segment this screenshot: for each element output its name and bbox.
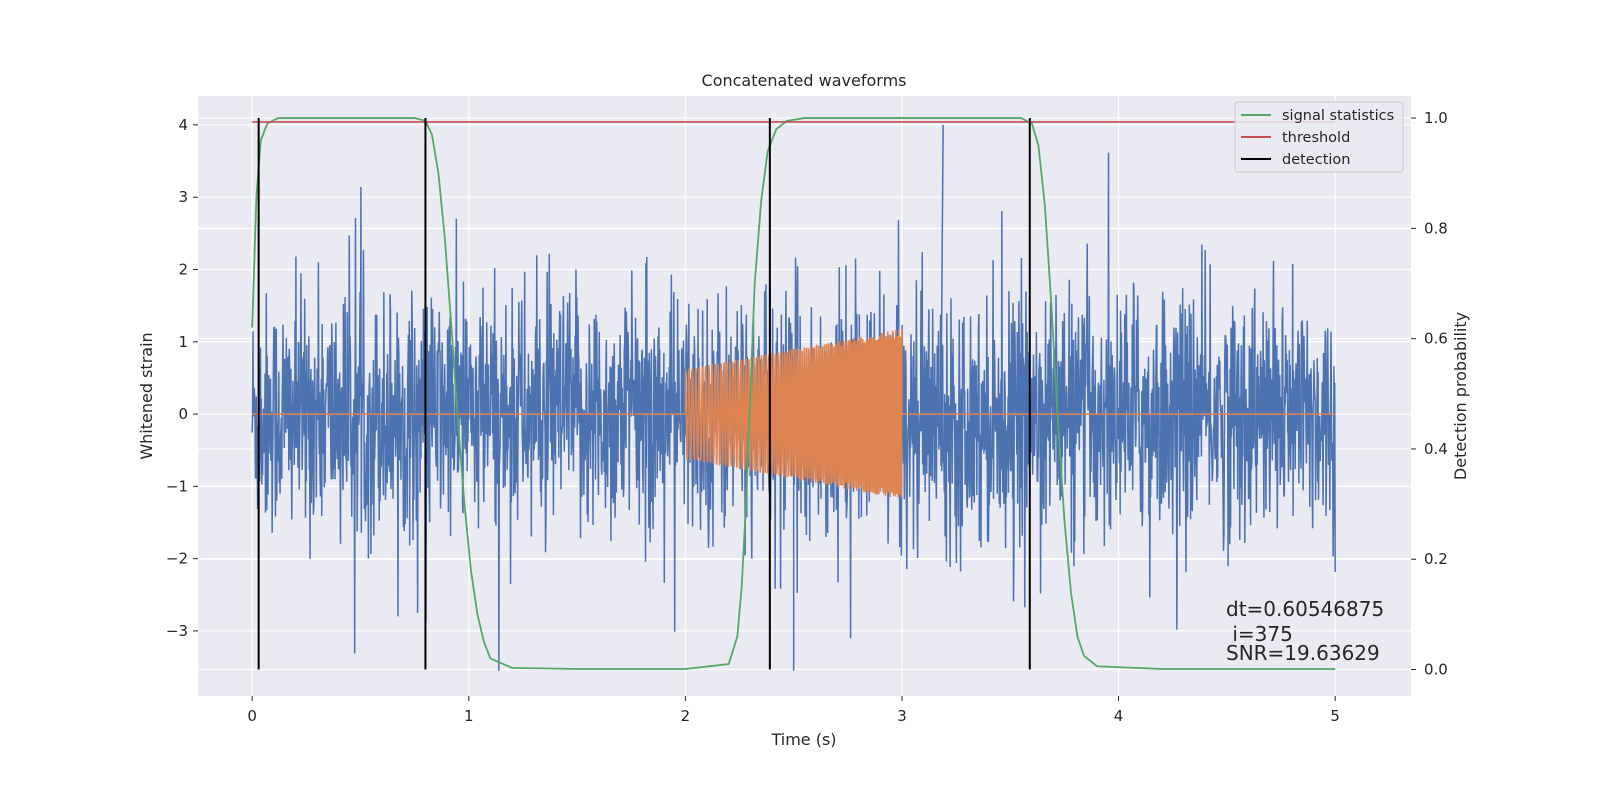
y2-tick-label: 1.0 <box>1424 109 1448 127</box>
legend-label-signal-statistics: signal statistics <box>1282 108 1394 124</box>
y-tick-label: 2 <box>178 260 188 278</box>
y2-tick-label: 0.4 <box>1424 440 1448 458</box>
y-tick-label: 3 <box>178 188 188 206</box>
series-injected-waveform <box>252 328 1336 498</box>
y-tick-label: 0 <box>178 405 188 423</box>
x-tick-label: 4 <box>1114 707 1124 725</box>
y-tick-label: 1 <box>178 333 188 351</box>
y-tick-label: −1 <box>166 477 188 495</box>
y2-tick-label: 0.6 <box>1424 330 1448 348</box>
x-axis-label: Time (s) <box>770 730 836 749</box>
annotation-dt: dt=0.60546875 <box>1226 597 1384 621</box>
legend: signal statistics threshold detection <box>1234 101 1404 173</box>
y2-axis-ticks: 0.0 0.2 0.4 0.6 0.8 1.0 <box>1411 109 1448 679</box>
y-tick-label: −2 <box>166 550 188 568</box>
y2-tick-label: 0.2 <box>1424 550 1448 568</box>
legend-label-detection: detection <box>1282 152 1350 168</box>
y2-tick-label: 0.0 <box>1424 661 1448 679</box>
x-tick-label: 1 <box>464 707 474 725</box>
y-axis-label: Whitened strain <box>137 332 156 459</box>
y-tick-label: −3 <box>166 622 188 640</box>
series-signal-statistics <box>251 117 1336 670</box>
x-tick-label: 0 <box>247 707 257 725</box>
x-axis-ticks: 0 1 2 3 4 5 <box>247 696 1340 725</box>
chart-title: Concatenated waveforms <box>702 71 907 90</box>
legend-box <box>1234 101 1404 173</box>
series-layer <box>251 117 1336 671</box>
y-tick-label: 4 <box>178 116 188 134</box>
x-tick-label: 3 <box>897 707 907 725</box>
y2-axis-label: Detection probability <box>1451 312 1470 480</box>
y-axis-ticks: −3 −2 −1 0 1 2 3 4 <box>166 116 198 640</box>
legend-label-threshold: threshold <box>1282 130 1350 146</box>
y2-tick-label: 0.8 <box>1424 219 1448 237</box>
x-tick-label: 2 <box>681 707 691 725</box>
annotation-snr: SNR=19.63629 <box>1226 641 1380 665</box>
x-tick-label: 5 <box>1330 707 1340 725</box>
annotation-index: i=375 <box>1226 622 1293 646</box>
